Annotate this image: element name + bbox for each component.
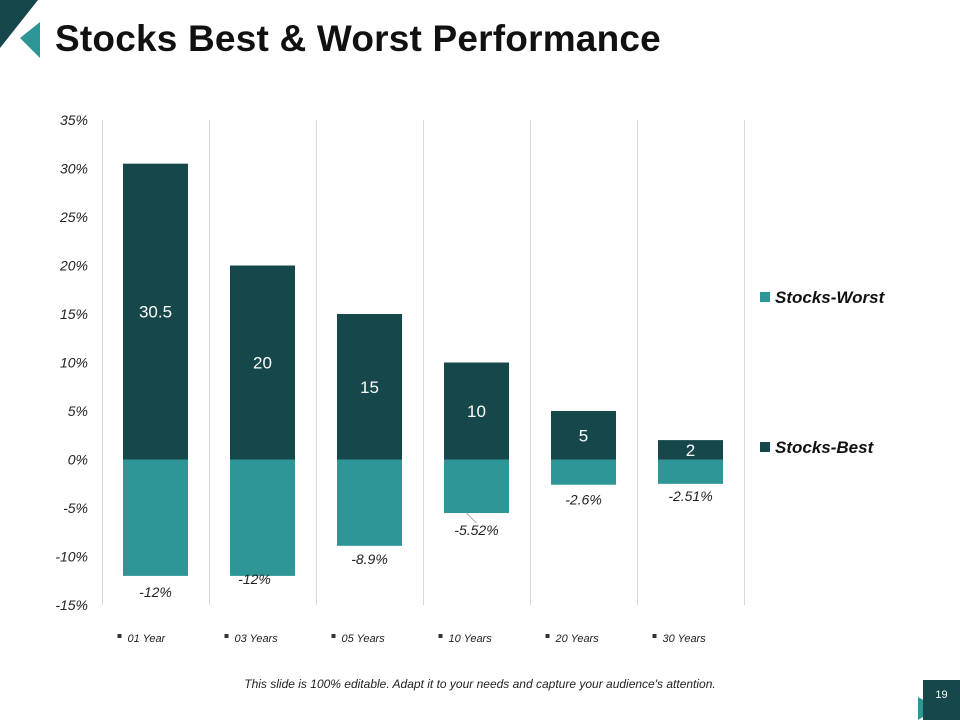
bar-stocks-worst bbox=[444, 459, 509, 514]
bar-stocks-best bbox=[551, 411, 616, 460]
corner-triangle-decoration bbox=[0, 0, 40, 58]
bar-stocks-best bbox=[123, 163, 188, 460]
page-number-box: 19 bbox=[923, 680, 960, 720]
x-category-label: 20 Years bbox=[555, 633, 600, 645]
category-marker bbox=[224, 634, 229, 638]
x-category-label: 03 Years bbox=[235, 633, 279, 645]
category-marker bbox=[652, 634, 657, 638]
y-tick-label: 20% bbox=[59, 258, 88, 274]
x-category-label: 10 Years bbox=[449, 633, 493, 645]
leader-line bbox=[466, 512, 477, 524]
data-label-stocks-worst: -12% bbox=[238, 571, 271, 587]
x-category-label: 01 Year bbox=[128, 633, 167, 645]
data-label-stocks-worst: -2.51% bbox=[668, 488, 712, 504]
y-tick-label: 5% bbox=[68, 403, 88, 419]
bar-stocks-worst bbox=[230, 459, 295, 576]
y-tick-label: 0% bbox=[68, 452, 88, 468]
data-label-stocks-best: 30.5 bbox=[139, 303, 172, 322]
data-label-stocks-best: 20 bbox=[253, 354, 272, 373]
data-label-stocks-best: 2 bbox=[686, 441, 695, 460]
category-marker bbox=[117, 634, 122, 638]
page-title: Stocks Best & Worst Performance bbox=[55, 18, 661, 59]
page-number: 19 bbox=[935, 689, 948, 701]
y-tick-label: 25% bbox=[59, 209, 88, 225]
data-label-stocks-worst: -2.6% bbox=[565, 492, 602, 508]
bar-stocks-best bbox=[230, 265, 295, 460]
data-label-stocks-best: 5 bbox=[579, 426, 588, 445]
y-tick-label: 15% bbox=[60, 306, 88, 322]
data-label-stocks-worst: -12% bbox=[139, 584, 172, 600]
data-label-stocks-best: 15 bbox=[360, 378, 379, 397]
y-tick-label: -10% bbox=[55, 549, 88, 565]
bar-stocks-best bbox=[444, 362, 509, 460]
y-tick-label: -5% bbox=[63, 500, 88, 516]
data-label-stocks-worst: -5.52% bbox=[454, 522, 498, 538]
category-marker bbox=[545, 634, 550, 638]
bar-stocks-best bbox=[658, 440, 723, 460]
data-label-stocks-worst: -8.9% bbox=[351, 551, 388, 567]
y-tick-label: -15% bbox=[55, 597, 88, 613]
bar-stocks-worst bbox=[658, 459, 723, 484]
bar-stocks-best bbox=[337, 314, 402, 460]
bar-stocks-worst bbox=[337, 459, 402, 546]
legend-swatch bbox=[760, 442, 770, 452]
y-tick-label: 35% bbox=[60, 112, 88, 128]
footer-note: This slide is 100% editable. Adapt it to… bbox=[244, 677, 716, 691]
legend-label: Stocks-Best bbox=[775, 438, 875, 457]
bar-stocks-worst bbox=[551, 459, 616, 485]
y-tick-label: 30% bbox=[60, 161, 88, 177]
legend-swatch bbox=[760, 292, 770, 302]
data-label-stocks-best: 10 bbox=[467, 402, 486, 421]
legend-label: Stocks-Worst bbox=[775, 288, 886, 307]
x-category-label: 05 Years bbox=[342, 633, 386, 645]
category-marker bbox=[331, 634, 336, 638]
category-marker bbox=[438, 634, 443, 638]
stacked-bar-chart: 35%30%25%20%15%10%5%0%-5%-10%-15% 30.520… bbox=[55, 112, 886, 645]
y-tick-label: 10% bbox=[60, 355, 88, 371]
bar-stocks-worst bbox=[123, 459, 188, 576]
x-category-label: 30 Years bbox=[663, 633, 707, 645]
